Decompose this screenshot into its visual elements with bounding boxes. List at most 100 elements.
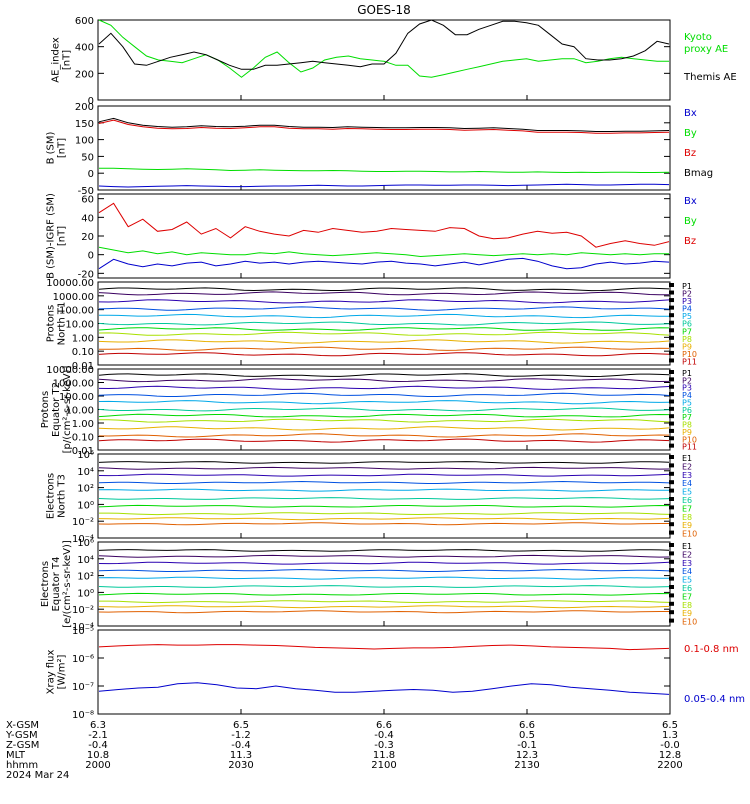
footer-value: 2200 bbox=[657, 760, 682, 771]
series-bx bbox=[98, 183, 670, 188]
y-axis-label: Protons North T1 bbox=[46, 302, 68, 346]
series-bz bbox=[98, 119, 670, 134]
y-label-line: B (SM)-IGRF (SM) bbox=[46, 193, 57, 279]
y-tick-label: -50 bbox=[78, 186, 94, 197]
channel-line-e10 bbox=[98, 610, 669, 614]
y-tick-label: 20 bbox=[81, 232, 94, 243]
y-tick-label: 400 bbox=[75, 43, 94, 54]
channel-line-p7 bbox=[98, 413, 670, 418]
y-tick-label: 10000.00 bbox=[46, 365, 94, 376]
footer-value: 0.5 bbox=[519, 730, 535, 741]
channel-line-p9 bbox=[98, 426, 670, 431]
y-tick-label: 100 bbox=[75, 136, 94, 147]
y-axis-label: AE_index [nT] bbox=[51, 37, 73, 83]
footer-value: 12.8 bbox=[659, 750, 681, 761]
panel-frame bbox=[97, 453, 671, 539]
footer-value: 2030 bbox=[228, 760, 253, 771]
channel-label: P7 bbox=[682, 327, 692, 336]
channel-line-p1 bbox=[98, 287, 670, 292]
channel-marker bbox=[669, 335, 674, 340]
channel-label: P11 bbox=[682, 443, 697, 452]
channel-line-p10 bbox=[98, 433, 670, 438]
channel-label: E9 bbox=[682, 521, 692, 530]
series-bx bbox=[98, 257, 670, 270]
channel-marker bbox=[669, 568, 674, 573]
channel-marker bbox=[669, 455, 674, 459]
footer-row-label: hhmm bbox=[6, 760, 38, 771]
footer-value: -1.2 bbox=[231, 730, 251, 741]
y-tick-label: 0.01 bbox=[72, 446, 94, 457]
legend-label: Bz bbox=[684, 148, 696, 159]
y-label-line: [nT] bbox=[57, 138, 68, 158]
channel-marker bbox=[669, 283, 674, 287]
channel-marker bbox=[669, 471, 674, 476]
channel-marker bbox=[669, 610, 674, 615]
channel-marker bbox=[669, 576, 674, 581]
channel-line-p10 bbox=[98, 346, 670, 351]
y-tick-label: 10⁴ bbox=[77, 467, 94, 478]
footer-value: 2100 bbox=[371, 760, 396, 771]
y-label-line: B (SM) bbox=[46, 131, 57, 164]
channel-label: E6 bbox=[682, 584, 692, 593]
y-tick-label: 200 bbox=[75, 69, 94, 80]
panel-xray: 10⁻⁵ 10⁻⁶ 10⁻⁷ 10⁻⁸ Xray flux [W/m²] 0.1-0.8 n… bbox=[46, 626, 746, 721]
footer-value: -0.4 bbox=[88, 740, 108, 751]
y-tick-label: 10² bbox=[77, 572, 94, 583]
y-label-line: Electrons bbox=[40, 561, 51, 607]
channel-label: P7 bbox=[682, 413, 692, 422]
channel-label: P1 bbox=[682, 369, 692, 378]
channel-label: E6 bbox=[682, 496, 692, 505]
y-tick-label: 10⁻⁴ bbox=[72, 534, 94, 545]
channel-line-e9 bbox=[98, 605, 670, 609]
channel-marker bbox=[669, 522, 674, 527]
panel-pe: 10000.001000.00100.0010.001.000.100.01Pr… bbox=[40, 365, 697, 457]
series-bz bbox=[98, 202, 670, 248]
channel-label: P10 bbox=[682, 435, 697, 444]
y-tick-label: 100.00 bbox=[59, 306, 94, 317]
y-tick-label: 10⁰ bbox=[77, 500, 94, 511]
y-axis-label: B (SM) [nT] bbox=[46, 131, 68, 164]
y-label-line: [nT] bbox=[57, 226, 68, 246]
channel-line-e3 bbox=[98, 561, 670, 565]
series-0-05-0-4-nm bbox=[98, 682, 670, 695]
y-tick-label: 1.00 bbox=[72, 333, 94, 344]
channel-label: P6 bbox=[682, 320, 692, 329]
channel-label: E1 bbox=[682, 542, 692, 551]
channel-label: E3 bbox=[682, 559, 692, 568]
footer-value: -2.1 bbox=[88, 730, 108, 741]
y-axis-label: B (SM)-IGRF (SM) [nT] bbox=[46, 193, 68, 279]
y-tick-label: 10⁻⁸ bbox=[72, 710, 94, 721]
footer-row-label: Z-GSM bbox=[6, 740, 39, 751]
footer-value: 1.3 bbox=[662, 730, 678, 741]
footer-value: 12.3 bbox=[516, 750, 538, 761]
channel-marker bbox=[669, 530, 674, 535]
y-tick-label: 10⁻⁶ bbox=[72, 654, 94, 665]
series-bmag bbox=[98, 117, 670, 132]
y-tick-label: 10.00 bbox=[65, 320, 94, 331]
channel-label: P6 bbox=[682, 406, 692, 415]
y-axis-label: Electrons Equator T4 [e/(cm²-s-sr-keV)] bbox=[40, 540, 73, 628]
footer-value: 11.8 bbox=[373, 750, 395, 761]
channel-label: P1 bbox=[682, 282, 692, 291]
y-tick-label: 10000.00 bbox=[46, 278, 94, 289]
channel-marker bbox=[669, 463, 674, 468]
channel-label: E4 bbox=[682, 479, 692, 488]
y-label-line: [nT] bbox=[62, 50, 73, 70]
channel-label: P8 bbox=[682, 421, 692, 430]
channel-line-e1 bbox=[98, 549, 670, 552]
channel-marker bbox=[669, 298, 674, 303]
footer-value: 10.8 bbox=[87, 750, 109, 761]
channel-line-p6 bbox=[98, 407, 670, 412]
y-tick-label: -20 bbox=[78, 269, 94, 280]
channel-line-e1 bbox=[98, 461, 670, 464]
panel-frame bbox=[97, 19, 671, 101]
channel-label: P2 bbox=[682, 376, 692, 385]
channel-line-p3 bbox=[98, 299, 670, 304]
channel-marker bbox=[669, 384, 674, 389]
y-tick-label: 0.10 bbox=[72, 433, 94, 444]
footer-value: 6.5 bbox=[662, 720, 678, 731]
y-label-line: [e/(cm²-s-sr-keV)] bbox=[62, 540, 73, 628]
channel-marker bbox=[669, 497, 674, 501]
legend-label: Kyoto bbox=[684, 32, 712, 43]
